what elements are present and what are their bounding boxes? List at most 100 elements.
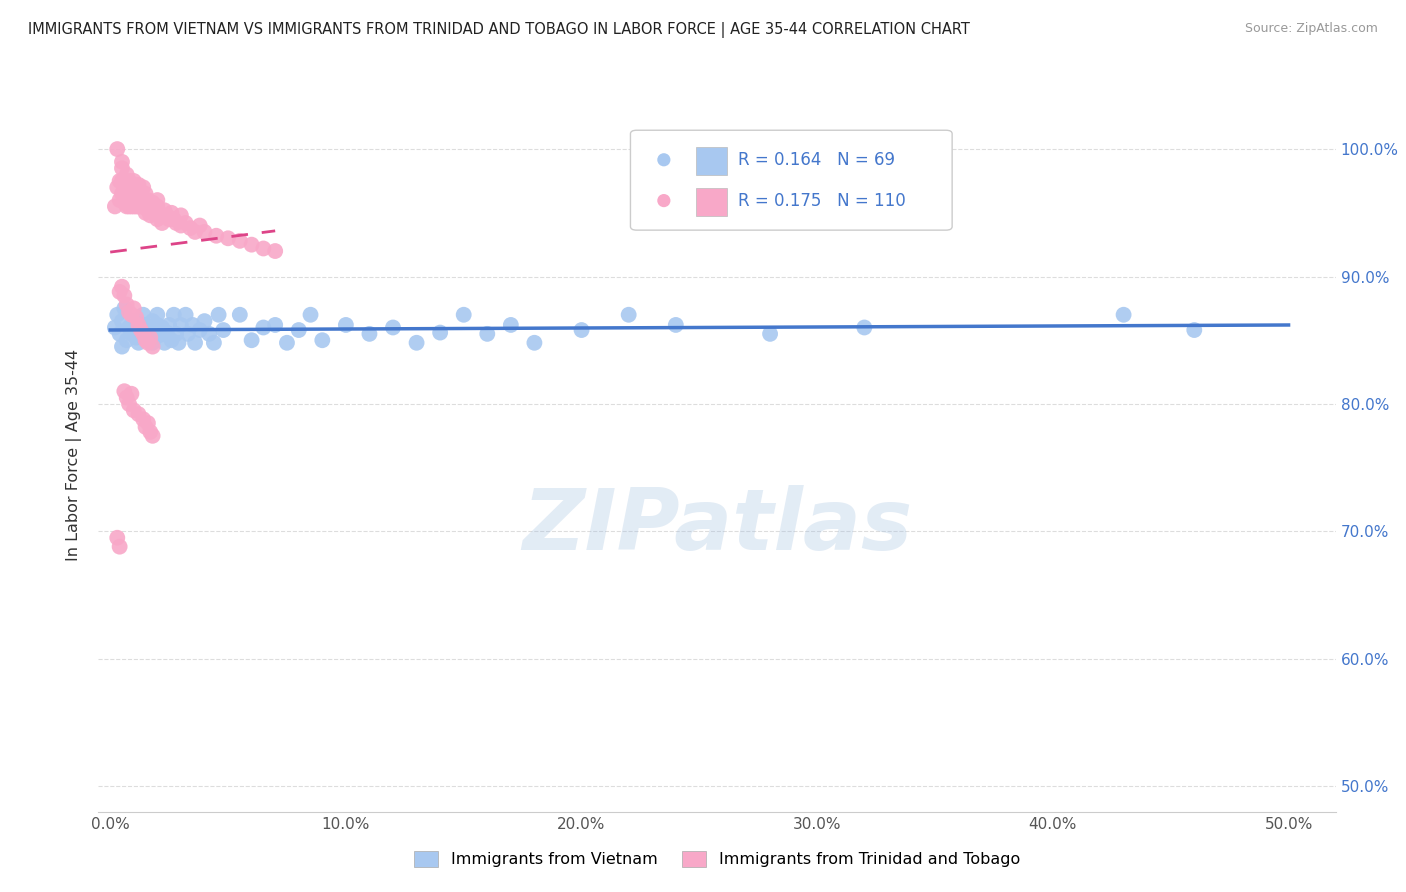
Point xyxy=(127,318,149,332)
Point xyxy=(188,219,211,233)
Point xyxy=(217,231,239,245)
Point xyxy=(120,326,142,341)
Point xyxy=(118,320,141,334)
Point xyxy=(142,195,165,210)
Point xyxy=(184,335,207,350)
Point xyxy=(132,308,155,322)
Point xyxy=(523,335,546,350)
Point xyxy=(115,186,138,201)
Point xyxy=(129,193,152,207)
Point xyxy=(120,308,142,322)
Point xyxy=(135,186,157,201)
Point xyxy=(170,219,193,233)
Point xyxy=(252,320,274,334)
Point xyxy=(139,323,162,337)
Point xyxy=(157,318,180,332)
Point xyxy=(135,193,157,207)
Point xyxy=(139,208,162,222)
Point xyxy=(853,320,876,334)
Point xyxy=(120,199,142,213)
Point xyxy=(125,193,148,207)
Point xyxy=(252,242,274,256)
Point xyxy=(665,318,688,332)
Point xyxy=(177,326,200,341)
Point xyxy=(229,234,252,248)
Point xyxy=(125,180,148,194)
Point xyxy=(143,206,166,220)
Point xyxy=(112,301,135,316)
Point xyxy=(135,199,157,213)
Point xyxy=(105,180,128,194)
Point xyxy=(287,323,309,337)
Point xyxy=(146,212,169,227)
Point xyxy=(132,180,155,194)
Point xyxy=(115,391,138,405)
Point xyxy=(125,199,148,213)
Point xyxy=(122,323,145,337)
Point xyxy=(160,206,183,220)
Point xyxy=(181,318,204,332)
Point xyxy=(167,335,190,350)
Point xyxy=(112,174,135,188)
Point xyxy=(157,212,180,227)
Point xyxy=(150,216,173,230)
Point xyxy=(118,174,141,188)
Point xyxy=(111,279,134,293)
Point xyxy=(202,335,225,350)
Point xyxy=(127,335,149,350)
Point xyxy=(118,397,141,411)
Point xyxy=(276,335,298,350)
Point xyxy=(212,323,235,337)
Point xyxy=(115,168,138,182)
Point xyxy=(115,297,138,311)
Point xyxy=(118,199,141,213)
Point xyxy=(115,199,138,213)
Point xyxy=(108,193,131,207)
Point xyxy=(153,335,176,350)
FancyBboxPatch shape xyxy=(696,147,727,176)
Point xyxy=(127,407,149,421)
Point xyxy=(115,333,138,347)
Point xyxy=(122,193,145,207)
Point xyxy=(105,142,128,156)
Point xyxy=(118,305,141,319)
Point xyxy=(170,318,193,332)
Point xyxy=(112,288,135,302)
Point xyxy=(105,531,128,545)
Point xyxy=(142,335,165,350)
Point xyxy=(139,331,162,345)
Y-axis label: In Labor Force | Age 35-44: In Labor Force | Age 35-44 xyxy=(66,349,83,561)
Point xyxy=(122,301,145,316)
Point xyxy=(132,412,155,426)
Point xyxy=(125,310,148,325)
Point xyxy=(115,180,138,194)
Point xyxy=(1112,308,1135,322)
Point xyxy=(127,199,149,213)
Point xyxy=(108,326,131,341)
Point xyxy=(118,193,141,207)
Point xyxy=(136,203,159,218)
Point xyxy=(149,328,172,343)
Point xyxy=(143,326,166,340)
Point xyxy=(127,195,149,210)
Point xyxy=(122,174,145,188)
Point xyxy=(112,384,135,399)
Point xyxy=(105,308,128,322)
Point xyxy=(125,331,148,345)
Point xyxy=(174,308,197,322)
Point xyxy=(115,193,138,207)
Point xyxy=(179,221,201,235)
Point xyxy=(264,244,287,258)
Point xyxy=(146,193,169,207)
Text: IMMIGRANTS FROM VIETNAM VS IMMIGRANTS FROM TRINIDAD AND TOBAGO IN LABOR FORCE | : IMMIGRANTS FROM VIETNAM VS IMMIGRANTS FR… xyxy=(28,22,970,38)
Point xyxy=(150,320,173,334)
Point xyxy=(136,416,159,430)
Point xyxy=(499,318,522,332)
Point xyxy=(153,203,176,218)
Point xyxy=(135,333,157,347)
Point xyxy=(135,206,157,220)
Point xyxy=(617,308,640,322)
Point xyxy=(160,333,183,347)
Point xyxy=(132,326,155,341)
Point xyxy=(132,193,155,207)
